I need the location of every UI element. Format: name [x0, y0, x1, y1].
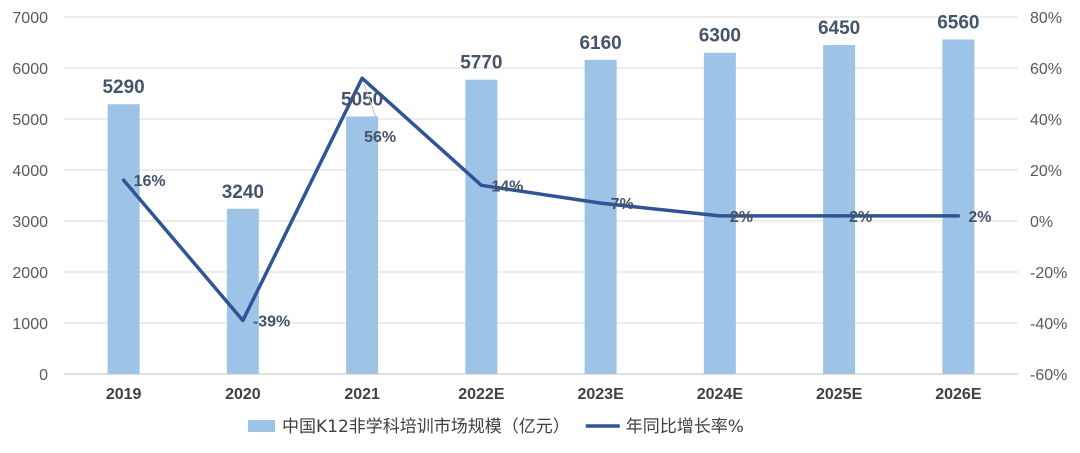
x-tick-label: 2019: [106, 386, 142, 403]
axes: 0 1000 2000 3000 4000 5000 6000 7000 -60% -40% -20…: [12, 10, 1067, 403]
bar-value-label: 6450: [818, 18, 860, 39]
y-right-tick-label: -20%: [1030, 265, 1067, 282]
legend-label-bar: 中国K12非学科培训市场规模（亿元）: [282, 417, 570, 437]
data-labels: 5290 3240 5050 5770 6160 6300 6450 6560 16% -39% 5…: [102, 12, 991, 330]
legend: 中国K12非学科培训市场规模（亿元） 年同比增长率%: [248, 417, 744, 437]
bar: [226, 208, 259, 374]
line-point: [479, 183, 483, 187]
x-tick-label: 2025E: [816, 386, 863, 403]
line-value-label: 56%: [364, 129, 396, 146]
bar-value-label: 3240: [222, 182, 264, 203]
line-series: [121, 76, 961, 323]
bar-value-label: 6300: [699, 26, 741, 47]
bar-value-label: 5770: [460, 53, 502, 74]
line-value-label: 2%: [849, 209, 872, 226]
y-left-tick-label: 1000: [12, 316, 48, 333]
y-left-tick-label: 5000: [12, 112, 48, 129]
bar-value-label: 6560: [937, 12, 979, 33]
x-tick-label: 2024E: [697, 386, 744, 403]
x-tick-label: 2022E: [458, 386, 505, 403]
x-tick-label: 2023E: [577, 386, 624, 403]
line-value-label: 7%: [611, 196, 634, 213]
y-left-tick-label: 2000: [12, 265, 48, 282]
legend-label-line: 年同比增长率%: [626, 417, 744, 437]
growth-rate-line: [121, 76, 961, 323]
bar-value-label: 5290: [102, 77, 144, 98]
y-left-tick-label: 7000: [12, 10, 48, 27]
y-right-tick-label: 60%: [1030, 61, 1062, 78]
x-tick-label: 2021: [344, 386, 380, 403]
bar: [823, 45, 856, 375]
y-right-tick-label: 40%: [1030, 112, 1062, 129]
x-tick-label: 2020: [225, 386, 261, 403]
y-left-tick-label: 3000: [12, 214, 48, 231]
y-right-tick-label: 20%: [1030, 163, 1062, 180]
line-point: [837, 214, 841, 218]
line-value-label: 14%: [491, 178, 523, 195]
leader-line: [363, 84, 377, 119]
bar: [465, 79, 498, 374]
y-left-tick-label: 0: [39, 367, 48, 384]
bar: [346, 116, 379, 374]
line-value-label: 2%: [730, 209, 753, 226]
line-value-label: 16%: [134, 173, 166, 190]
y-left-tick-label: 4000: [12, 163, 48, 180]
bar: [942, 39, 975, 374]
line-value-label: 2%: [968, 209, 991, 226]
y-left-tick-label: 6000: [12, 61, 48, 78]
line-point: [360, 76, 364, 80]
y-right-tick-label: 0%: [1030, 214, 1053, 231]
y-right-tick-label: 80%: [1030, 10, 1062, 27]
grid-lines: [64, 16, 1018, 324]
bar-value-label: 5050: [341, 89, 383, 110]
line-point: [718, 214, 722, 218]
x-tick-label: 2026E: [935, 386, 982, 403]
bar: [107, 104, 140, 375]
bar-series: [107, 39, 975, 375]
line-point: [122, 178, 126, 182]
y-right-tick-label: -60%: [1030, 367, 1067, 384]
bar-value-label: 6160: [579, 33, 621, 54]
line-value-label: -39%: [253, 313, 290, 330]
line-point: [956, 214, 960, 218]
bar: [584, 59, 617, 375]
legend-swatch-bar: [248, 420, 275, 432]
y-right-tick-label: -40%: [1030, 316, 1067, 333]
line-point: [241, 318, 245, 322]
line-point: [599, 201, 603, 205]
